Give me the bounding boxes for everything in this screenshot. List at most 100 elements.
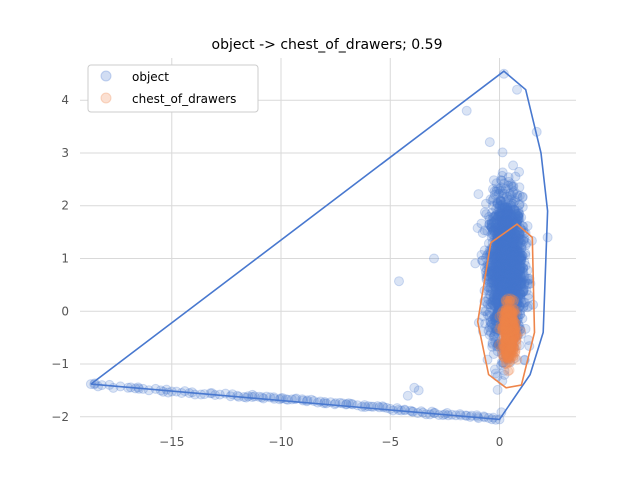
object-point [504, 292, 515, 303]
object-point [499, 306, 509, 316]
object-point [508, 307, 519, 318]
object-point [482, 226, 493, 236]
object-point [510, 286, 521, 297]
object-point [501, 252, 512, 263]
object-point [498, 301, 509, 312]
object-point [491, 322, 502, 333]
object-point [496, 249, 507, 260]
object-point [493, 303, 504, 313]
object-point [502, 254, 513, 264]
object-point [499, 309, 510, 320]
object-point [498, 277, 509, 288]
object-point [494, 285, 505, 296]
object-point [504, 260, 515, 271]
object-point [499, 287, 510, 298]
object-point [477, 228, 488, 238]
y-tick-label: 2 [61, 199, 69, 213]
object-point [501, 274, 512, 285]
object-point [485, 316, 496, 327]
object-point [499, 284, 510, 295]
object-point [504, 298, 515, 309]
object-point [496, 215, 507, 226]
object-point [488, 255, 499, 266]
object-point [503, 206, 514, 217]
object-point [518, 234, 529, 245]
object-point [496, 263, 507, 274]
object-point [503, 296, 514, 307]
object-point [489, 293, 500, 304]
object-point [505, 264, 516, 275]
object-point [497, 235, 508, 246]
object-point [506, 233, 517, 244]
object-point [514, 300, 525, 311]
object-point [504, 306, 515, 316]
object-point [488, 225, 499, 236]
object-point [510, 332, 521, 343]
object-point [511, 283, 522, 294]
object-point [493, 238, 504, 249]
hull-lines [90, 70, 549, 421]
object-point [494, 263, 504, 274]
object-point [504, 255, 515, 266]
object-point [503, 233, 513, 244]
object-point [488, 313, 499, 324]
object-point [508, 259, 519, 270]
object-point [516, 272, 527, 283]
object-point [493, 258, 504, 269]
object-point [504, 267, 515, 278]
object-point [472, 223, 483, 233]
object-point [509, 285, 519, 296]
object-point [486, 218, 497, 229]
object-point [521, 238, 532, 248]
object-point [502, 244, 513, 255]
object-point [496, 264, 507, 275]
object-point [494, 184, 504, 194]
object-point [491, 270, 502, 281]
object-point [503, 237, 514, 248]
object-point [503, 254, 514, 265]
object-point [496, 258, 507, 268]
object-point [394, 276, 404, 287]
object-point [494, 304, 505, 315]
object-point [497, 188, 508, 199]
object-point [495, 271, 506, 282]
object-point [496, 277, 507, 288]
object-point [501, 251, 512, 262]
object-point [511, 272, 522, 283]
object-point [501, 216, 512, 227]
object-point [516, 296, 527, 307]
object-point [501, 228, 512, 239]
object-point [504, 264, 515, 275]
object-point [508, 253, 519, 264]
object-point [504, 308, 514, 319]
object-point [482, 299, 493, 310]
object-point [509, 234, 520, 245]
object-point [506, 279, 517, 290]
object-point [477, 255, 488, 266]
object-point [504, 297, 515, 308]
object-point [501, 317, 511, 328]
object-point [492, 346, 503, 357]
object-point [485, 317, 496, 328]
object-point [520, 248, 531, 258]
object-point [507, 241, 517, 252]
object-point [498, 239, 509, 250]
object-point [503, 239, 514, 250]
object-point [501, 271, 512, 282]
object-point [495, 195, 505, 206]
object-point [487, 274, 498, 285]
object-point [499, 324, 510, 335]
object-point [485, 290, 496, 300]
object-point [516, 275, 527, 286]
object-point [495, 243, 506, 254]
object-point [490, 272, 501, 283]
object-point [506, 180, 517, 191]
object-point [478, 311, 489, 322]
object-point [480, 306, 491, 317]
object-point [494, 201, 505, 212]
object-point [508, 312, 519, 323]
object-point [506, 307, 517, 317]
object-point [502, 314, 513, 325]
object-point [501, 350, 512, 361]
object-point [499, 247, 510, 258]
